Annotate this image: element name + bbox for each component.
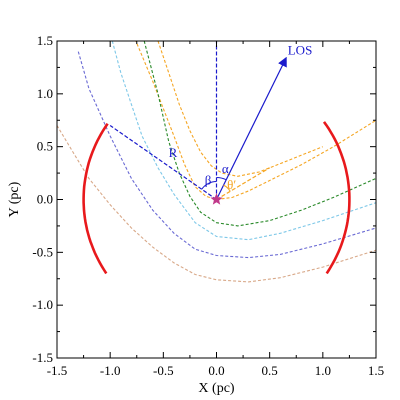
y-tick-label: -1.0 [32,297,53,312]
red-arc-2 [322,121,351,275]
bow-shock-curve-4 [111,41,376,241]
bow-shock-curve-5 [77,51,376,259]
annotation-2: R [169,145,178,160]
beta-angle-arc [201,181,217,190]
star-marker [210,193,223,205]
theta-line [216,167,270,201]
geometry-lines [109,41,287,205]
plot-curves [57,41,376,283]
x-tick-label: 1.5 [368,363,384,378]
bow-shock-curve-2 [157,41,324,177]
annotation-1: LOS [288,43,313,58]
bow-shock-curve-3 [143,41,376,227]
alpha-angle-arc [216,177,227,181]
x-tick-label: 0.5 [262,363,278,378]
theta-angle-arc [223,184,231,192]
annotations: LOS Rαβ θ′ [169,43,313,192]
x-tick-label: -1.0 [100,363,121,378]
annotation-5: θ′ [227,177,236,192]
bow-shock-curve-6 [57,125,376,283]
red-arc-1 [82,122,109,275]
bow-shock-curve-1 [135,41,376,201]
annotation-3: α [222,161,229,176]
y-tick-label: 0.0 [37,192,53,207]
axes: -1.5 -1.0 -0.5 0.0 0.5 1.0 1.5 -1.5 -1.0 -0.5 0.0 0… [32,33,384,378]
y-axis-title: Y (pc) [7,181,22,217]
x-axis-title: X (pc) [198,381,234,396]
y-tick-label: 1.5 [37,33,53,48]
annotation-4: β [205,173,212,188]
x-tick-label: -1.5 [47,363,68,378]
x-tick-label: 1.0 [315,363,331,378]
y-tick-label: -0.5 [32,244,53,259]
x-tick-label: -0.5 [153,363,174,378]
r-line [109,125,217,200]
y-tick-label: -1.5 [32,350,53,365]
los-arrow [215,56,287,200]
y-tick-label: 1.0 [37,86,53,101]
y-tick-label: 0.5 [37,139,53,154]
x-tick-label: 0.0 [208,363,224,378]
